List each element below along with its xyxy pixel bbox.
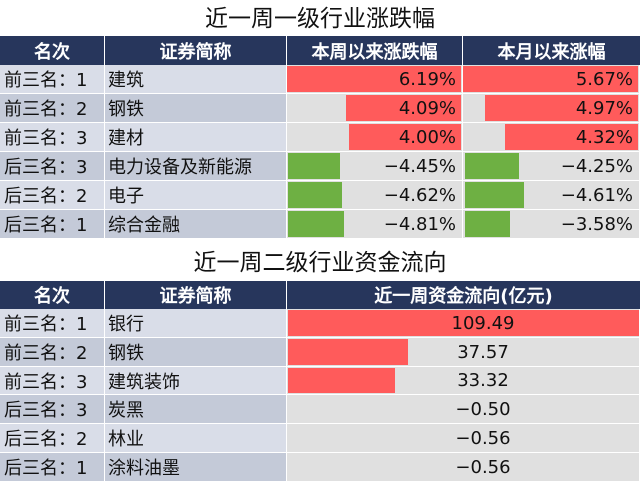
- table1-row-rank: 后三名：1: [0, 210, 105, 239]
- table1-row-month-bar: [505, 124, 638, 150]
- table1-row-rank: 前三名：2: [0, 94, 105, 123]
- table2-row-rank: 前三名：2: [0, 338, 105, 367]
- table2-row-flow-value: 33.32: [457, 370, 509, 391]
- table1-row-month-bar: [465, 211, 510, 237]
- table2-row-flow-bar: [288, 339, 408, 365]
- table2-row-flow-value: −0.56: [455, 427, 511, 449]
- table1-row-month-bar: [485, 95, 638, 121]
- table1-row-week-bar: [349, 124, 461, 150]
- table1-header-rank: 名次: [0, 36, 105, 65]
- table2-row-flow-value: −0.50: [455, 398, 511, 420]
- table1-row-name: 综合金融: [105, 210, 287, 239]
- table1-row-week: −4.62%: [287, 181, 463, 210]
- table1-row-week-value: −4.45%: [383, 155, 456, 177]
- table1-row-week: 4.09%: [287, 94, 463, 123]
- table2-header-rank: 名次: [0, 281, 105, 309]
- table2-row-rank: 前三名：3: [0, 367, 105, 395]
- table1-row-name: 建筑: [105, 65, 287, 94]
- table2-row-flow: −0.50: [287, 395, 640, 424]
- table1-row-month-bar: [465, 153, 519, 179]
- table1-row-week-bar: [288, 182, 342, 208]
- table1-row-week-value: 4.00%: [398, 126, 456, 148]
- table1-row-rank: 后三名：3: [0, 152, 105, 181]
- table1-title: 近一周一级行业涨跌幅: [205, 6, 435, 32]
- table1-row-month-value: −4.25%: [560, 155, 633, 177]
- table2-row-rank: 后三名：1: [0, 453, 105, 482]
- table1-row-month-value: −3.58%: [560, 213, 633, 235]
- table1-row-month: 4.32%: [463, 123, 640, 152]
- table2-row-name: 涂料油墨: [105, 453, 287, 482]
- table2-row-flow: −0.56: [287, 424, 640, 453]
- table1-row-rank: 前三名：3: [0, 123, 105, 152]
- table1-row-week-bar: [287, 66, 461, 92]
- table1-row-name: 电力设备及新能源: [105, 152, 287, 181]
- table1-row-name: 钢铁: [105, 94, 287, 123]
- table1-row-month-value: 4.32%: [575, 126, 633, 148]
- table2-row-flow: 109.49: [287, 309, 640, 338]
- table1-row-name: 电子: [105, 181, 287, 210]
- table1-row-rank: 前三名：1: [0, 65, 105, 94]
- table1-row-week: −4.81%: [287, 210, 463, 239]
- table1-row-month-value: −4.61%: [560, 184, 633, 206]
- table1-header-name: 证券简称: [105, 36, 287, 65]
- table2-row-rank: 后三名：2: [0, 424, 105, 453]
- table1-row-month: −4.25%: [463, 152, 640, 181]
- table1-row-month-bar: [465, 182, 524, 208]
- table2-row-rank: 后三名：3: [0, 395, 105, 424]
- table2-title: 近一周二级行业资金流向: [193, 250, 447, 276]
- table2-row-name: 钢铁: [105, 338, 287, 367]
- table1-row-week: 6.19%: [287, 65, 463, 94]
- table2-row-flow-bar: [288, 310, 639, 336]
- table1-row-month: −3.58%: [463, 210, 640, 239]
- table2-row-flow: −0.56: [287, 453, 640, 482]
- table2-row-flow: 33.32: [287, 367, 640, 395]
- table1-row-month: −4.61%: [463, 181, 640, 210]
- table1-row-week-bar: [288, 153, 340, 179]
- table2-header-flow: 近一周资金流向(亿元): [287, 281, 640, 309]
- table2-row-name: 银行: [105, 309, 287, 338]
- table1-row-month-value: 4.97%: [575, 97, 633, 119]
- table2-row-flow-value: 37.57: [457, 341, 509, 363]
- table1-row-week-bar: [288, 211, 344, 237]
- table1-header-month: 本月以来涨幅: [463, 36, 640, 65]
- table1-row-month: 5.67%: [463, 65, 640, 94]
- table1-row-week-value: −4.81%: [383, 213, 456, 235]
- table2-row-name: 林业: [105, 424, 287, 453]
- table1-header-week: 本周以来涨跌幅: [287, 36, 463, 65]
- table1-row-rank: 后三名：2: [0, 181, 105, 210]
- table2-row-flow-value: 109.49: [451, 312, 515, 334]
- table2-row-flow-value: −0.56: [455, 456, 511, 478]
- table1-row-month: 4.97%: [463, 94, 640, 123]
- table1-row-week-value: −4.62%: [383, 184, 456, 206]
- table1-row-week-bar: [346, 95, 461, 121]
- table2-row-name: 炭黑: [105, 395, 287, 424]
- table1-row-week: −4.45%: [287, 152, 463, 181]
- table1-row-week: 4.00%: [287, 123, 463, 152]
- table2-row-name: 建筑装饰: [105, 367, 287, 395]
- table2-row-rank: 前三名：1: [0, 309, 105, 338]
- table1-row-name: 建材: [105, 123, 287, 152]
- table1-row-month-bar: [463, 66, 638, 92]
- table1-row-month-value: 5.67%: [575, 68, 633, 90]
- table2-header-name: 证券简称: [105, 281, 287, 309]
- table1-row-week-value: 6.19%: [398, 68, 456, 90]
- table1-row-week-value: 4.09%: [398, 97, 456, 119]
- table2-row-flow: 37.57: [287, 338, 640, 367]
- table2-row-flow-bar: [288, 368, 395, 393]
